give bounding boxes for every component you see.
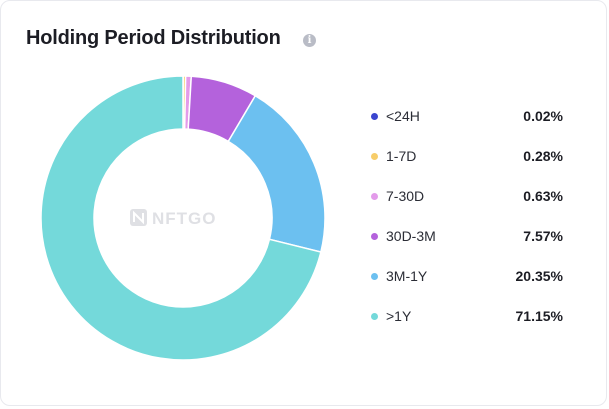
legend-item[interactable]: <24H 0.02%: [367, 97, 567, 137]
legend-label: >1Y: [386, 308, 411, 324]
legend-dot-icon: [371, 153, 378, 160]
legend-item[interactable]: >1Y 71.15%: [367, 297, 567, 337]
legend-item[interactable]: 30D-3M 7.57%: [367, 217, 567, 257]
legend-dot-icon: [371, 273, 378, 280]
legend-value: 7.57%: [523, 228, 563, 244]
watermark-text: NFTGO: [152, 209, 217, 228]
legend-label: <24H: [386, 108, 420, 124]
legend-item[interactable]: 1-7D 0.28%: [367, 137, 567, 177]
legend-label: 7-30D: [386, 188, 424, 204]
legend-dot-icon: [371, 113, 378, 120]
legend-value: 0.02%: [523, 108, 563, 124]
nftgo-logo-icon: [130, 209, 147, 226]
legend-dot-icon: [371, 313, 378, 320]
legend-value: 0.28%: [523, 148, 563, 164]
legend-item[interactable]: 3M-1Y 20.35%: [367, 257, 567, 297]
legend-label: 3M-1Y: [386, 268, 427, 284]
watermark: NFTGO: [130, 209, 217, 228]
legend-label: 30D-3M: [386, 228, 436, 244]
legend-dot-icon: [371, 233, 378, 240]
legend-value: 71.15%: [516, 308, 563, 324]
legend-label: 1-7D: [386, 148, 416, 164]
legend-item[interactable]: 7-30D 0.63%: [367, 177, 567, 217]
slice-3m-1y[interactable]: [228, 96, 325, 252]
legend-value: 20.35%: [516, 268, 563, 284]
legend-value: 0.63%: [523, 188, 563, 204]
legend-dot-icon: [371, 193, 378, 200]
